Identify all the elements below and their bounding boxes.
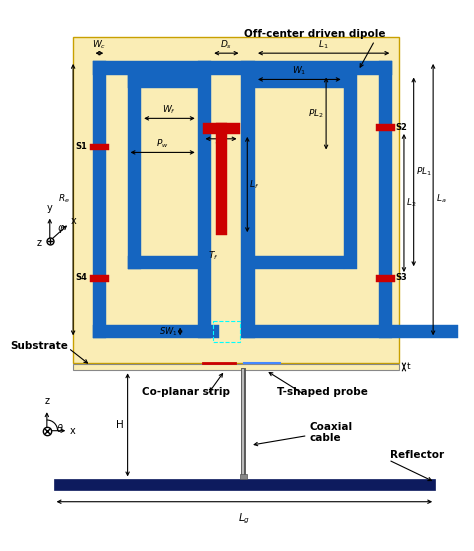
- Bar: [244, 325, 458, 338]
- Text: $\theta$: $\theta$: [55, 422, 64, 434]
- Text: $SW_1$: $SW_1$: [159, 325, 178, 338]
- Bar: [202, 123, 239, 134]
- Text: $D_s$: $D_s$: [220, 39, 232, 51]
- Text: Co-planar strip: Co-planar strip: [142, 387, 230, 397]
- Text: $W_c$: $W_c$: [92, 39, 107, 51]
- Bar: [92, 61, 392, 74]
- Bar: [54, 479, 435, 490]
- Text: $L_f$: $L_f$: [249, 179, 259, 191]
- Text: $L_1$: $L_1$: [318, 39, 328, 51]
- Bar: [92, 325, 219, 338]
- Text: $PL_1$: $PL_1$: [416, 166, 431, 178]
- Text: Reflector: Reflector: [390, 450, 445, 460]
- Bar: [73, 36, 399, 363]
- Text: $PL_2$: $PL_2$: [308, 107, 324, 120]
- Text: z: z: [37, 238, 42, 248]
- Bar: [255, 256, 344, 269]
- Bar: [213, 321, 239, 342]
- Text: S3: S3: [395, 273, 407, 283]
- Text: $W_1$: $W_1$: [292, 65, 306, 78]
- Text: Coaxial
cable: Coaxial cable: [310, 422, 353, 444]
- Text: T-shaped probe: T-shaped probe: [277, 387, 368, 397]
- Bar: [216, 123, 227, 235]
- Text: x: x: [71, 217, 77, 226]
- Text: S2: S2: [395, 123, 407, 132]
- Text: Substrate: Substrate: [10, 341, 68, 351]
- Text: Off-center driven dipole: Off-center driven dipole: [244, 29, 385, 39]
- Bar: [379, 61, 392, 338]
- Bar: [92, 61, 106, 338]
- Bar: [90, 275, 109, 282]
- Text: $L_2$: $L_2$: [406, 197, 416, 209]
- Text: $W_a$: $W_a$: [214, 141, 228, 153]
- Bar: [128, 256, 198, 269]
- Text: $L_a$: $L_a$: [436, 193, 447, 206]
- Text: S1: S1: [76, 142, 88, 151]
- Text: $P_w$: $P_w$: [156, 138, 169, 150]
- Bar: [255, 74, 344, 88]
- Text: $\varphi$: $\varphi$: [56, 223, 65, 235]
- Text: t: t: [407, 362, 410, 371]
- Bar: [198, 61, 211, 338]
- Text: y: y: [47, 203, 53, 213]
- Text: $R_e$: $R_e$: [58, 193, 70, 206]
- Bar: [376, 124, 395, 131]
- Bar: [128, 74, 141, 269]
- Bar: [239, 473, 247, 479]
- Bar: [344, 74, 357, 269]
- Text: $T_f$: $T_f$: [208, 250, 219, 262]
- Text: H: H: [116, 420, 124, 430]
- Bar: [128, 74, 198, 88]
- Text: x: x: [70, 426, 76, 436]
- Text: $L_g$: $L_g$: [238, 511, 250, 526]
- Text: z: z: [45, 396, 49, 407]
- Bar: [241, 61, 255, 338]
- Bar: [376, 275, 395, 282]
- Text: S4: S4: [76, 273, 88, 283]
- Bar: [90, 144, 109, 150]
- Bar: [73, 364, 399, 370]
- Text: $W_f$: $W_f$: [163, 104, 176, 116]
